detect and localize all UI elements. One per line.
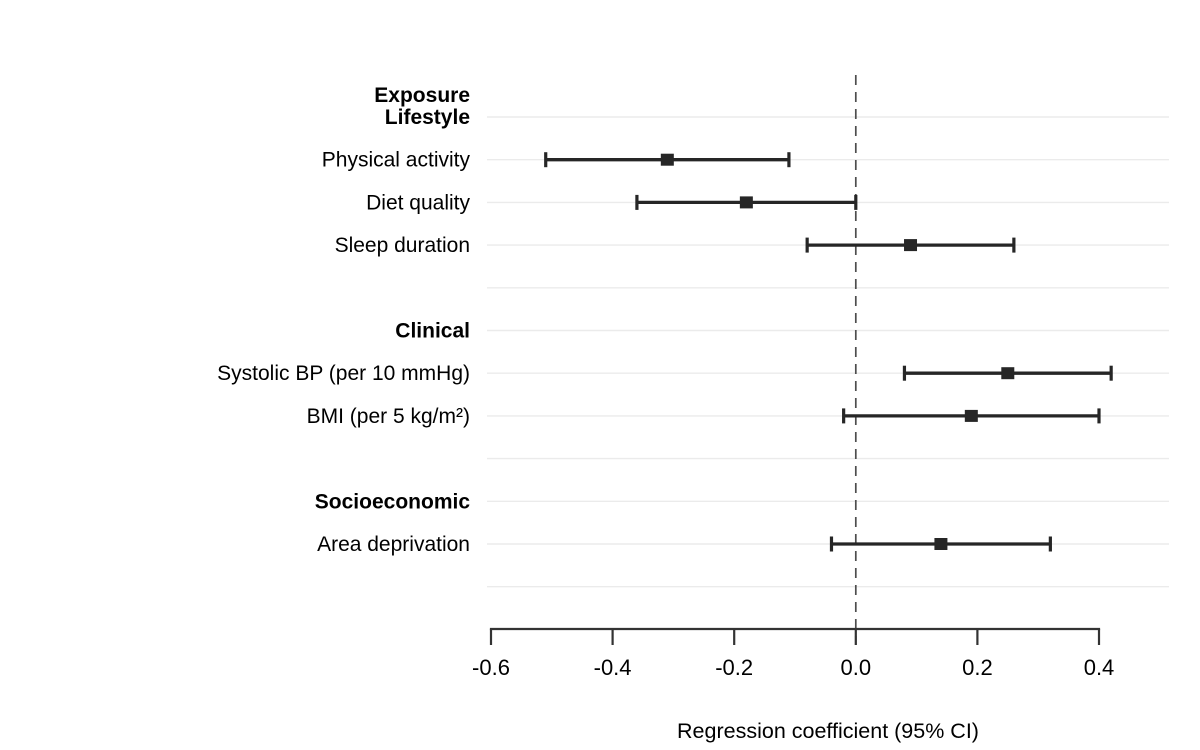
row-label: Diet quality: [366, 191, 470, 214]
group-header-label: Lifestyle: [385, 106, 470, 129]
row-label: Area deprivation: [317, 533, 470, 556]
row-label: Sleep duration: [335, 234, 470, 257]
row-label: Systolic BP (per 10 mmHg): [217, 362, 470, 385]
x-tick-label: 0.2: [962, 655, 993, 680]
x-tick-label: 0.0: [841, 655, 872, 680]
column-header-exposure: Exposure: [374, 84, 470, 107]
point-estimate-marker: [660, 153, 674, 166]
point-estimate-marker: [1001, 367, 1015, 380]
x-tick-label: 0.4: [1084, 655, 1115, 680]
x-tick-label: -0.4: [594, 655, 632, 680]
point-estimate-marker: [739, 196, 753, 209]
row-label: BMI (per 5 kg/m²): [307, 405, 470, 428]
x-tick-label: -0.6: [472, 655, 510, 680]
point-estimate-marker: [904, 239, 918, 252]
point-estimate-marker: [934, 538, 948, 550]
group-header-label: Socioeconomic: [315, 490, 471, 513]
point-estimate-marker: [964, 409, 978, 422]
x-tick-label: -0.2: [715, 655, 753, 680]
group-header-label: Clinical: [395, 320, 470, 343]
row-label: Physical activity: [322, 149, 471, 172]
x-axis-title: Regression coefficient (95% CI): [677, 719, 979, 743]
